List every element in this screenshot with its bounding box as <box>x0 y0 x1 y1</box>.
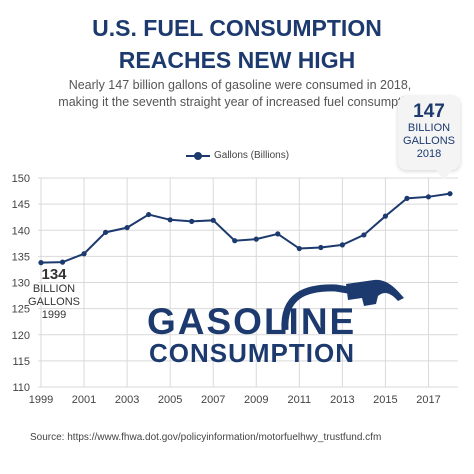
data-point <box>59 259 66 265</box>
fuel-hose <box>281 284 349 331</box>
callout-high: 147 BILLION GALLONS 2018 <box>398 96 460 180</box>
callout-low-unit-1: BILLION <box>32 283 76 295</box>
y-tick-label: 120 <box>12 330 30 342</box>
subtitle: Nearly 147 billion gallons of gasoline w… <box>40 77 440 111</box>
data-point <box>102 229 109 235</box>
data-point <box>232 238 238 244</box>
legend-swatch <box>186 151 210 160</box>
logo-subtitle: CONSUMPTION <box>149 338 355 368</box>
data-point <box>339 242 345 248</box>
callout-high-unit-1: BILLION <box>407 122 451 134</box>
y-tick-label: 130 <box>12 278 30 290</box>
x-tick-label: 2011 <box>287 394 311 406</box>
callout-low: 134 BILLION GALLONS 1999 <box>26 267 82 322</box>
data-point <box>38 260 44 266</box>
source-note: Source: https://www.fhwa.dot.gov/policyi… <box>30 432 382 443</box>
y-tick-label: 115 <box>12 356 30 368</box>
callout-low-unit-2: GALLONS <box>28 296 80 308</box>
data-point <box>210 217 216 223</box>
y-tick-label: 125 <box>12 304 30 316</box>
data-point <box>361 232 367 238</box>
y-tick-label: 145 <box>12 199 30 211</box>
y-tick-label: 110 <box>12 382 30 394</box>
logo-title: GASOLINE <box>147 301 357 342</box>
data-point <box>447 191 453 197</box>
data-point <box>275 231 281 237</box>
x-tick-label: 2009 <box>244 394 268 406</box>
fuel-nozzle <box>346 279 404 306</box>
data-point <box>189 218 195 224</box>
y-tick-label: 140 <box>12 225 30 237</box>
callout-low-value: 134 <box>41 266 67 283</box>
subtitle-line-2: making it the seventh straight year of i… <box>58 95 422 109</box>
data-point <box>81 251 87 257</box>
data-point <box>124 225 130 231</box>
x-tick-label: 2015 <box>373 394 397 406</box>
data-point <box>404 195 410 201</box>
callout-low-year: 1999 <box>41 309 67 321</box>
fuel-nozzle-icon <box>281 279 404 331</box>
subtitle-line-1: Nearly 147 billion gallons of gasoline w… <box>68 78 412 92</box>
callout-high-value: 147 <box>413 101 445 122</box>
callout-high-year: 2018 <box>416 148 442 160</box>
data-point <box>425 194 432 200</box>
data-point <box>253 236 259 242</box>
x-tick-label: 2017 <box>416 394 440 406</box>
x-tick-label: 2013 <box>330 394 354 406</box>
legend-label: Gallons (Billions) <box>214 150 290 161</box>
x-tick-label: 2001 <box>72 394 96 406</box>
data-point <box>167 217 173 223</box>
title-line-2: REACHES NEW HIGH <box>118 47 356 73</box>
y-tick-label: 150 <box>12 173 30 185</box>
page-title: U.S. FUEL CONSUMPTION REACHES NEW HIGH <box>0 12 474 76</box>
x-tick-label: 2005 <box>158 394 182 406</box>
title-line-1: U.S. FUEL CONSUMPTION <box>92 15 382 41</box>
series-line <box>40 192 451 264</box>
chart-legend: Gallons (Billions) <box>186 150 289 161</box>
x-tick-label: 2003 <box>115 394 139 406</box>
data-point <box>146 211 152 218</box>
data-point <box>296 245 302 252</box>
y-tick-label: 135 <box>12 251 30 263</box>
data-point <box>382 213 389 219</box>
x-tick-label: 2007 <box>201 394 225 406</box>
x-tick-label: 1999 <box>29 394 53 406</box>
callout-high-unit-2: GALLONS <box>403 135 455 147</box>
data-point <box>318 244 324 251</box>
